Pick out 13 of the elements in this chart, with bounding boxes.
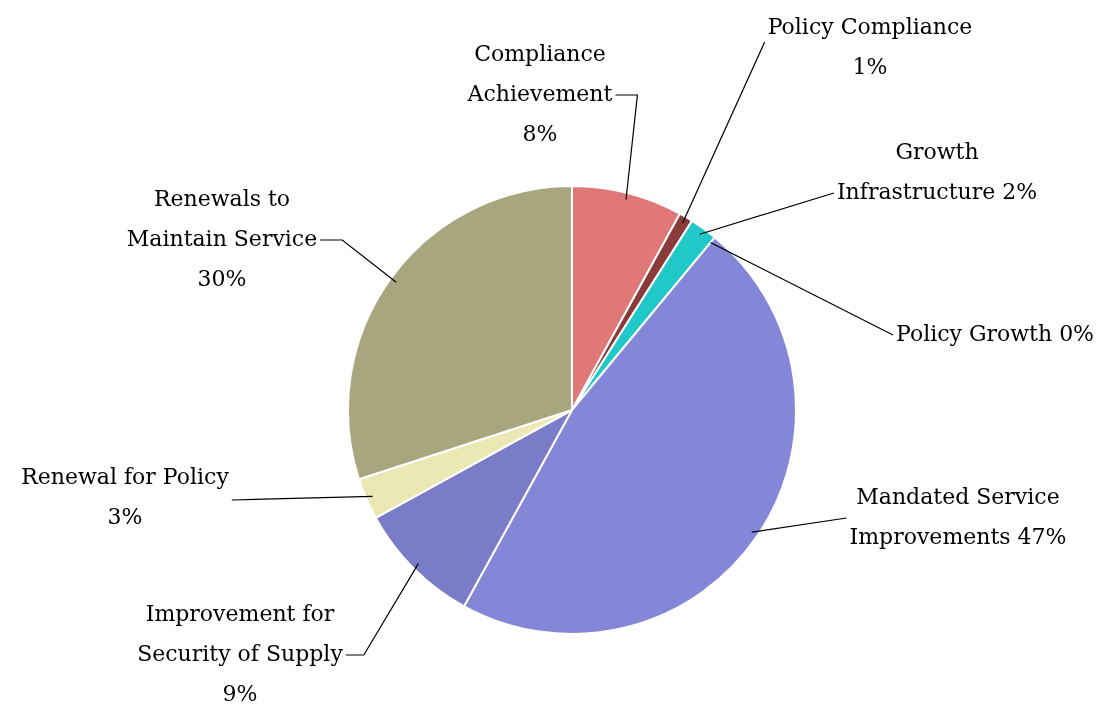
- data-label: 1%: [852, 53, 888, 79]
- slice-label: Policy Compliance: [767, 13, 973, 39]
- slice-label: Renewals to Maintain Service: [126, 185, 318, 251]
- slice-label: Mandated Service Improvements 47%: [849, 483, 1067, 549]
- data-label: 3%: [107, 503, 143, 529]
- slice-label: Renewal for Policy: [21, 463, 230, 489]
- data-label: 8%: [522, 120, 558, 146]
- slice-label: Improvement for Security of Supply: [137, 600, 344, 666]
- slice-label: Growth Infrastructure 2%: [836, 138, 1038, 204]
- category-label: Policy Growth 0%: [895, 320, 1095, 346]
- data-label: 30%: [197, 265, 247, 291]
- data-label: 9%: [222, 680, 258, 706]
- slice-label: Compliance Achievement: [466, 40, 613, 106]
